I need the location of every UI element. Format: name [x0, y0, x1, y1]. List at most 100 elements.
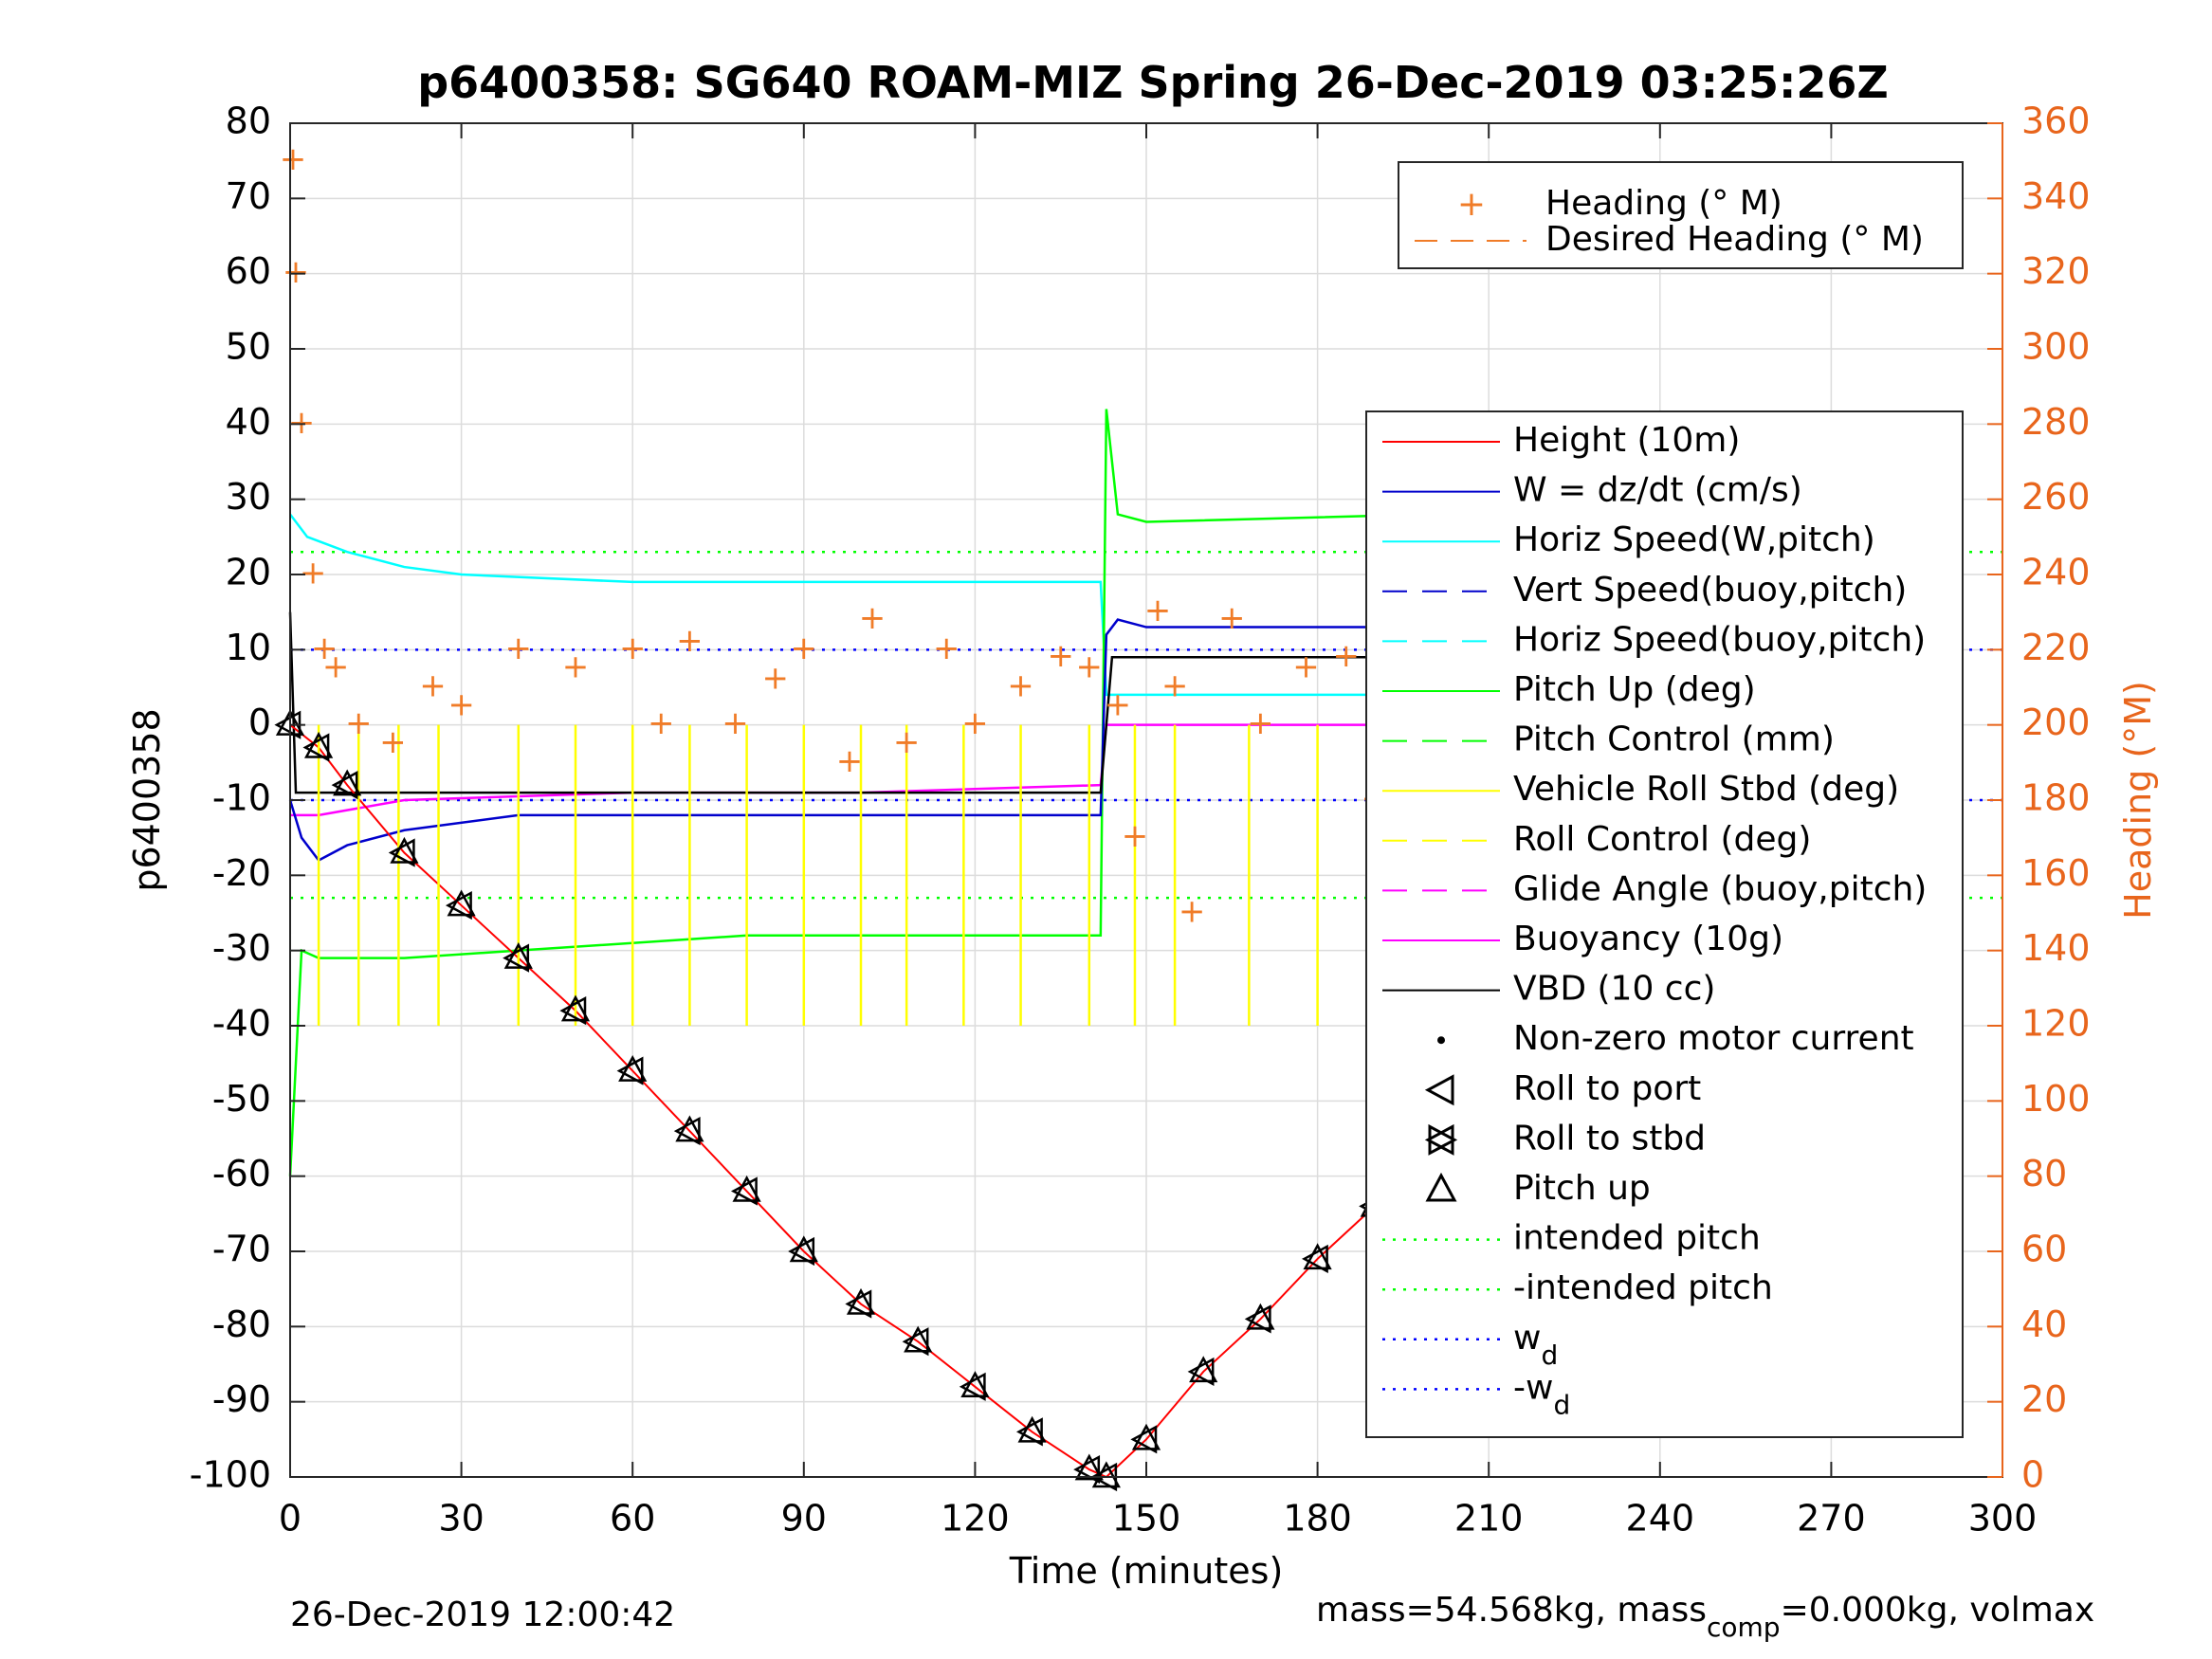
heading-point: +: [505, 629, 533, 667]
legend-entry-main: -w: [1513, 1368, 1553, 1407]
legend-entry: Horiz Speed(W,pitch): [1513, 520, 1875, 559]
roll-port-marker: [616, 1056, 644, 1085]
legend-entry: VBD (10 cc): [1513, 970, 1715, 1009]
y-tick-label: 80: [226, 100, 271, 142]
y-tick-label: 10: [226, 627, 271, 668]
y-right-tick-label: 300: [2021, 326, 2091, 368]
y-tick-label: -100: [190, 1454, 271, 1496]
y-axis-right-label: Heading (°M): [2117, 681, 2159, 920]
pitch-up-marker: [732, 1175, 761, 1202]
ticks: 0 30 60 90 120 150 180 210 240 270 300807060504030…: [190, 100, 2091, 1540]
y-right-tick-label: 340: [2021, 175, 2091, 217]
pitch-up-marker: [1131, 1423, 1161, 1450]
heading-point: +: [1076, 648, 1104, 686]
x-tick-label: 180: [1283, 1498, 1352, 1540]
legend-entry-subscript: d: [1553, 1389, 1570, 1420]
heading-point: +: [676, 622, 704, 660]
y-right-tick-label: 20: [2021, 1378, 2067, 1420]
y-tick-label: -90: [212, 1378, 271, 1420]
x-tick-label: 90: [781, 1498, 827, 1540]
heading-point: +: [280, 140, 307, 178]
legend-top-box: [1398, 161, 1964, 269]
heading-point: +: [761, 660, 789, 698]
heading-point: +: [562, 648, 590, 686]
y-tick-label: -40: [212, 1003, 271, 1045]
legend-entry: Vehicle Roll Stbd (deg): [1513, 770, 1899, 809]
y-tick-label: 40: [226, 401, 271, 443]
heading-point: +: [933, 629, 960, 667]
y-right-tick-label: 100: [2021, 1078, 2091, 1120]
heading-point: +: [419, 667, 447, 705]
x-tick-label: 120: [941, 1498, 1010, 1540]
legend-swatch: [1424, 1074, 1454, 1106]
y-tick-label: 30: [226, 476, 271, 518]
heading-point: +: [1047, 637, 1074, 675]
x-tick-label: 150: [1112, 1498, 1181, 1540]
y-tick-label: 70: [226, 175, 271, 217]
pitch-up-marker: [304, 731, 334, 758]
legend-entry: W = dz/dt (cm/s): [1513, 471, 1802, 510]
legend-entry: -intended pitch: [1513, 1268, 1773, 1307]
heading-point: +: [859, 599, 887, 637]
y-tick-label: 0: [248, 702, 271, 743]
pitch-up-marker: [904, 1325, 933, 1353]
x-tick-label: 210: [1454, 1498, 1524, 1540]
y-tick-label: -80: [212, 1304, 271, 1345]
heading-point: +: [1179, 893, 1206, 931]
pitch-up-marker: [560, 994, 591, 1022]
y-tick-label: 20: [226, 552, 271, 593]
legend-entry: Roll to stbd: [1513, 1119, 1706, 1158]
legend-swatch: [1428, 1123, 1458, 1156]
x-axis-label: Time (minutes): [1009, 1550, 1284, 1592]
roll-port-marker: [730, 1176, 758, 1206]
legend-entry: Glide Angle (buoy,pitch): [1513, 869, 1927, 908]
roll-port-marker: [331, 771, 358, 800]
y-right-tick-label: 260: [2021, 476, 2091, 518]
legend-heading-marker: +: [1457, 185, 1486, 224]
pitch-up-marker: [960, 1371, 990, 1398]
heading-point: +: [961, 704, 989, 742]
heading-point: +: [619, 629, 647, 667]
y-right-tick-label: 80: [2021, 1153, 2067, 1194]
pitch-up-marker: [618, 1054, 648, 1082]
pitch-up-marker: [447, 889, 476, 917]
y-tick-label: -50: [212, 1078, 271, 1120]
y-tick-label: -60: [212, 1153, 271, 1194]
legend-top: + Heading (° M) Desired Heading (° M): [1398, 161, 1964, 269]
heading-point: +: [300, 555, 327, 592]
y-right-tick-label: 360: [2021, 100, 2091, 142]
heading-point: +: [1161, 667, 1189, 705]
pitch-up-marker: [675, 1115, 704, 1142]
footer-timestamp: 26-Dec-2019 12:00:42: [290, 1595, 675, 1634]
roll-port-marker: [959, 1372, 986, 1401]
legend-entry: Roll to port: [1513, 1069, 1701, 1108]
roll-port-marker: [503, 943, 530, 973]
heading-point: +: [1332, 637, 1360, 675]
x-tick-label: 270: [1797, 1498, 1866, 1540]
pitch-up-marker: [1189, 1356, 1218, 1383]
footer-mass: mass=54.568kg, masscomp=0.000kg, volmax: [1316, 1591, 2094, 1643]
heading-point: +: [345, 704, 373, 742]
legend-top-entry: Heading (° M): [1545, 184, 1782, 223]
heading-point: +: [1122, 817, 1149, 855]
legend-entry: Horiz Speed(buoy,pitch): [1513, 620, 1926, 659]
legend-entry: -wd: [1513, 1368, 1570, 1420]
legend-main-box: [1365, 410, 1964, 1438]
heading-point: +: [1218, 599, 1246, 637]
pitch-up-marker: [1074, 1453, 1104, 1481]
heading-point: +: [836, 742, 864, 780]
heading-point: +: [288, 404, 316, 442]
roll-port-marker: [673, 1116, 701, 1146]
legend-swatch: [1425, 1172, 1457, 1202]
x-tick-label: 300: [1968, 1498, 2038, 1540]
pitch-up-marker: [1303, 1243, 1332, 1270]
reference-lines: [290, 550, 2002, 900]
y-right-tick-label: 60: [2021, 1229, 2067, 1270]
legend-entry: Pitch Up (deg): [1513, 670, 1756, 709]
pitch-up-marker: [1017, 1415, 1047, 1443]
pitch-up-marker: [789, 1235, 818, 1263]
roll-port-marker: [445, 890, 472, 921]
pitch-up-marker: [846, 1287, 876, 1315]
y-tick-label: -10: [212, 777, 271, 819]
